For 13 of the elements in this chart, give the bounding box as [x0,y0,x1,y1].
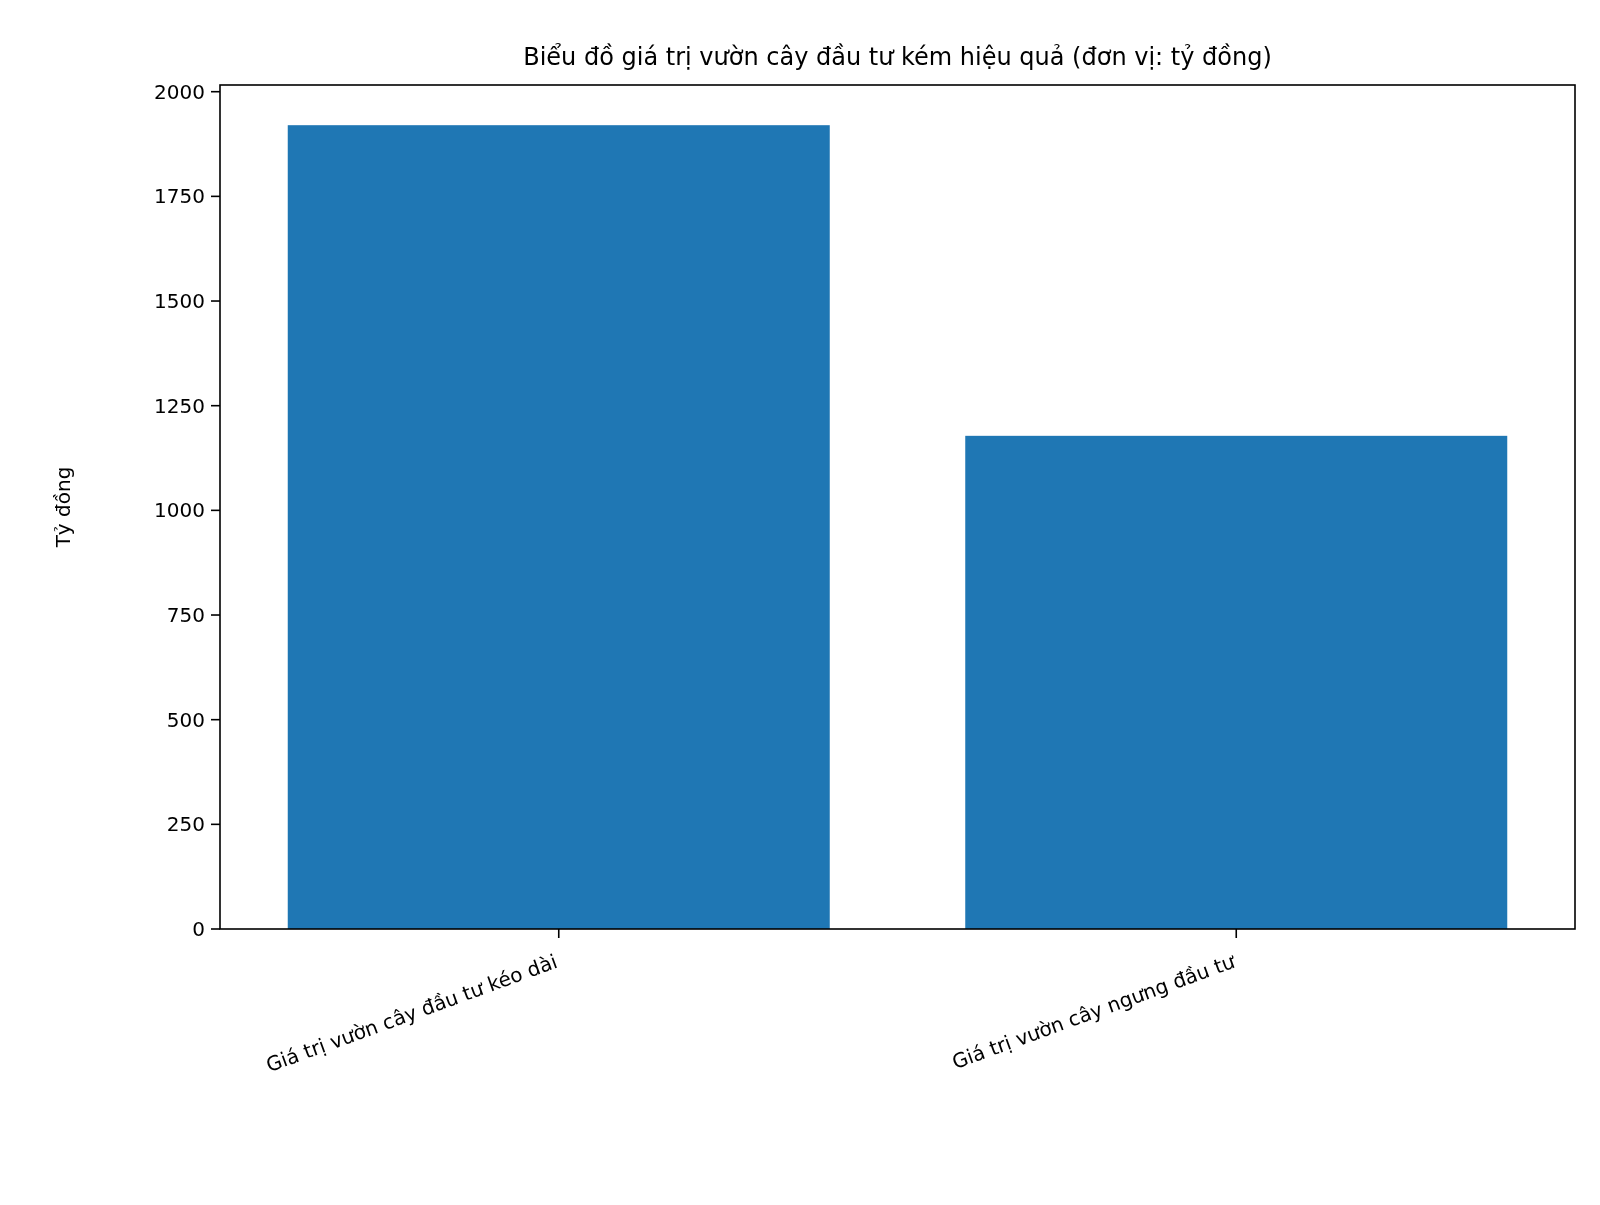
chart-title: Biểu đồ giá trị vườn cây đầu tư kém hiệu quả (đơn vị: tỷ đồng) [523,43,1272,71]
y-tick-label: 1750 [154,184,205,209]
y-tick-label: 250 [166,812,205,837]
y-axis-title: Tỷ đồng [51,466,75,549]
y-tick-label: 1000 [154,498,205,523]
y-tick-label: 500 [166,707,205,732]
y-tick-label: 1500 [154,289,205,314]
y-tick-label: 0 [192,917,205,941]
y-tick-label: 750 [166,603,205,628]
y-tick-label: 1250 [154,393,205,418]
x-tick-label: Giá trị vườn cây đầu tư kéo dài [262,949,561,1078]
y-tick-label: 2000 [154,79,205,104]
x-tick-label: Giá trị vườn cây ngưng đầu tư [948,948,1240,1075]
